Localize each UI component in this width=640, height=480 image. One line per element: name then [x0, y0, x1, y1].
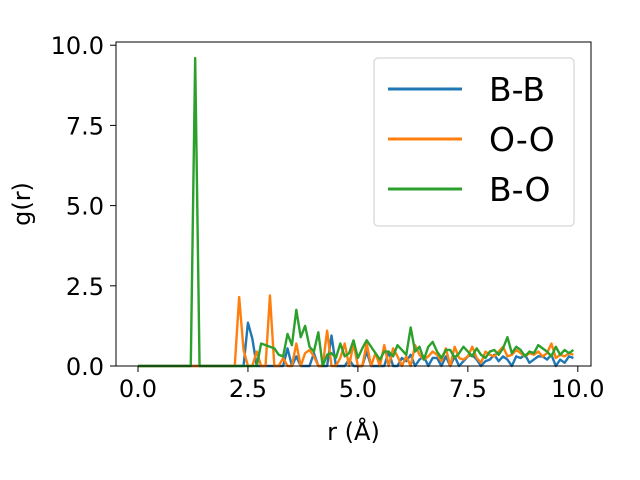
legend: B-B O-O B-O — [373, 57, 575, 227]
x-tick-label: 5.0 — [339, 375, 377, 403]
y-axis-label: g(r) — [8, 182, 36, 226]
y-tick-label: 2.5 — [66, 273, 104, 301]
y-tick-label: 5.0 — [66, 193, 104, 221]
legend-label-b-o: B-O — [489, 170, 550, 209]
y-tick-label: 0.0 — [66, 353, 104, 381]
plot-frame — [115, 41, 592, 367]
legend-label-o-o: O-O — [489, 120, 555, 159]
legend-box — [373, 57, 575, 227]
y-tick-label: 7.5 — [66, 112, 104, 140]
x-tick-label: 2.5 — [229, 375, 267, 403]
y-axis: 0.0 2.5 5.0 7.5 10.0 — [51, 32, 116, 381]
y-tick-label: 10.0 — [51, 32, 104, 60]
legend-label-b-b: B-B — [489, 70, 545, 109]
x-tick-label: 0.0 — [119, 375, 157, 403]
x-axis: 0.0 2.5 5.0 7.5 10.0 — [119, 366, 605, 403]
x-tick-label: 7.5 — [449, 375, 487, 403]
x-axis-label: r (Å) — [327, 417, 380, 446]
x-tick-label: 10.0 — [551, 375, 604, 403]
